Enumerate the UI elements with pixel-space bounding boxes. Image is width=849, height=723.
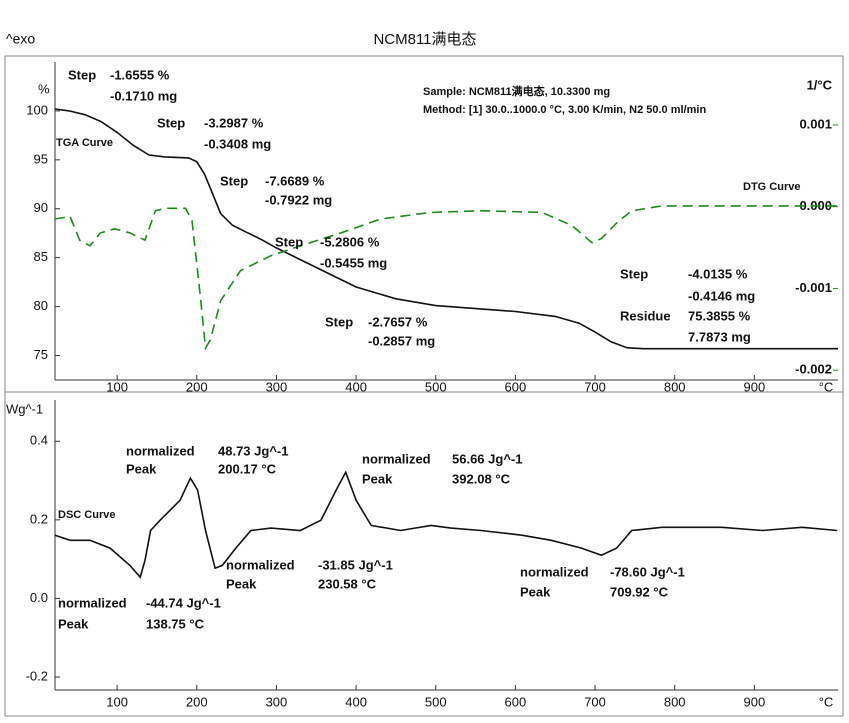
- series-label: DTG Curve: [743, 181, 800, 193]
- x-axis-label: °C: [819, 379, 834, 394]
- x-tick-label: 700: [584, 379, 606, 394]
- annotation: -1.6555 %: [110, 67, 170, 82]
- y-tick-label: 0.4: [30, 433, 48, 448]
- y2-tick-label: -0.001: [795, 280, 832, 295]
- annotation: Step: [325, 314, 353, 329]
- y-tick-label: 90: [34, 200, 48, 215]
- series-line: [54, 108, 838, 350]
- y-tick-label: 0.0: [30, 590, 48, 605]
- y-axis-label: %: [38, 81, 50, 96]
- annotation: -31.85 Jg^-1: [318, 557, 393, 572]
- annotation: normalized: [226, 557, 295, 572]
- x-tick-label: 600: [505, 694, 527, 709]
- x-tick-label: 200: [186, 694, 208, 709]
- annotation: Step: [68, 67, 96, 82]
- x-tick-label: 300: [266, 694, 288, 709]
- y-tick-label: 75: [34, 347, 48, 362]
- annotation: 709.92 °C: [610, 584, 669, 599]
- x-tick-label: 800: [664, 379, 686, 394]
- x-tick-label: 800: [664, 694, 686, 709]
- annotation: normalized: [362, 451, 431, 466]
- outer-frame: [4, 55, 844, 717]
- y-axis-label: Wg^-1: [6, 401, 43, 416]
- annotation: Peak: [58, 616, 89, 631]
- series-line: [54, 205, 838, 351]
- annotation: Peak: [520, 584, 551, 599]
- annotation: 75.3855 %: [688, 308, 751, 323]
- x-tick-label: 100: [106, 379, 128, 394]
- y2-axis-label: 1/°C: [807, 77, 833, 92]
- annotation: normalized: [520, 564, 589, 579]
- y-tick-label: 95: [34, 151, 48, 166]
- annotation: normalized: [126, 443, 195, 458]
- annotation: normalized: [58, 595, 127, 610]
- y-tick-label: 85: [34, 249, 48, 264]
- annotation: 56.66 Jg^-1: [452, 451, 522, 466]
- x-tick-label: 900: [744, 379, 766, 394]
- x-tick-label: 900: [744, 694, 766, 709]
- annotation: -7.6689 %: [265, 173, 325, 188]
- y2-tick-label: 0.001: [799, 116, 832, 131]
- annotation: -0.2857 mg: [368, 333, 435, 348]
- x-tick-label: 300: [266, 379, 288, 394]
- annotation: -4.0135 %: [688, 266, 748, 281]
- annotation: 230.58 °C: [318, 576, 377, 591]
- y-tick-label: 80: [34, 298, 48, 313]
- y-tick-label: -0.2: [26, 668, 48, 683]
- annotation: -0.7922 mg: [265, 192, 332, 207]
- y-tick-label: 100: [26, 102, 48, 117]
- x-axis-label: °C: [819, 694, 834, 709]
- annotation: -78.60 Jg^-1: [610, 564, 685, 579]
- annotation: Step: [157, 115, 185, 130]
- series-line: [54, 470, 838, 579]
- annotation: 7.7873 mg: [688, 329, 751, 344]
- annotation: -44.74 Jg^-1: [146, 595, 221, 610]
- y2-tick-label: -0.002: [795, 362, 832, 377]
- annotation: -5.2806 %: [320, 234, 380, 249]
- annotation: Step: [220, 173, 248, 188]
- series-label: DSC Curve: [58, 509, 115, 521]
- annotation: Peak: [126, 461, 157, 476]
- annotation: 48.73 Jg^-1: [218, 443, 288, 458]
- annotation: 200.17 °C: [218, 461, 277, 476]
- annotation: -0.1710 mg: [110, 88, 177, 103]
- series-label: TGA Curve: [56, 137, 113, 149]
- x-tick-label: 100: [106, 694, 128, 709]
- x-tick-label: 700: [584, 694, 606, 709]
- annotation: Method: [1] 30.0..1000.0 °C, 3.00 K/min,…: [423, 104, 706, 116]
- annotation: -3.2987 %: [204, 115, 264, 130]
- annotation: Peak: [226, 576, 257, 591]
- x-tick-label: 400: [345, 694, 367, 709]
- annotation: Step: [275, 234, 303, 249]
- annotation: Step: [620, 266, 648, 281]
- annotation: -2.7657 %: [368, 314, 428, 329]
- corner-label: ^exo: [6, 31, 35, 47]
- annotation: -0.3408 mg: [204, 136, 271, 151]
- x-tick-label: 200: [186, 379, 208, 394]
- annotation: -0.5455 mg: [320, 255, 387, 270]
- annotation: 138.75 °C: [146, 616, 205, 631]
- x-tick-label: 500: [425, 379, 447, 394]
- annotation: Residue: [620, 308, 671, 323]
- y-tick-label: 0.2: [30, 511, 48, 526]
- x-tick-label: 400: [345, 379, 367, 394]
- x-tick-label: 500: [425, 694, 447, 709]
- annotation: Peak: [362, 471, 393, 486]
- x-tick-label: 600: [505, 379, 527, 394]
- annotation: Sample: NCM811满电态, 10.3300 mg: [423, 84, 610, 98]
- annotation: -0.4146 mg: [688, 288, 755, 303]
- chart-title: NCM811满电态: [373, 31, 476, 48]
- annotation: 392.08 °C: [452, 471, 511, 486]
